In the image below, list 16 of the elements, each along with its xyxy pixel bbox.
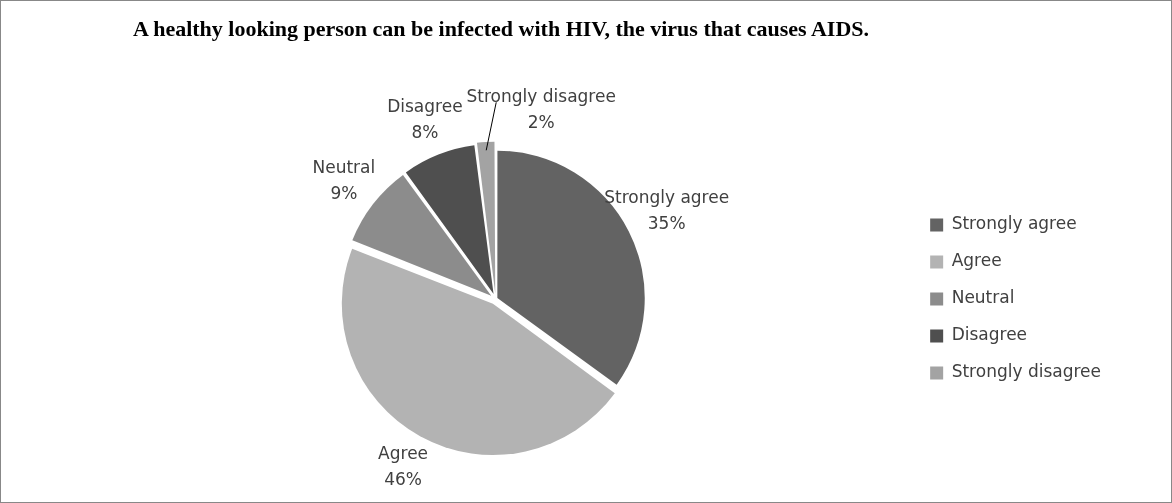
chart-title: A healthy looking person can be infected with HIV, the virus that causes AIDS. <box>131 15 871 42</box>
legend-label: Strongly agree <box>951 213 1077 234</box>
data-label: 9% <box>330 182 358 203</box>
legend-label: Strongly disagree <box>951 361 1101 382</box>
slice-label: Strongly agree <box>604 187 730 208</box>
data-label: 35% <box>647 213 686 234</box>
slice-label: Agree <box>378 442 429 463</box>
legend-label: Disagree <box>951 324 1028 345</box>
legend-label: Neutral <box>951 287 1015 308</box>
slice-label: Neutral <box>312 156 376 177</box>
legend-label: Agree <box>951 250 1002 271</box>
slice-label: Strongly disagree <box>466 85 616 106</box>
data-label: 8% <box>411 121 439 142</box>
data-label: 46% <box>384 468 422 489</box>
slice-label: Disagree <box>387 95 463 116</box>
data-label: 2% <box>527 111 555 132</box>
